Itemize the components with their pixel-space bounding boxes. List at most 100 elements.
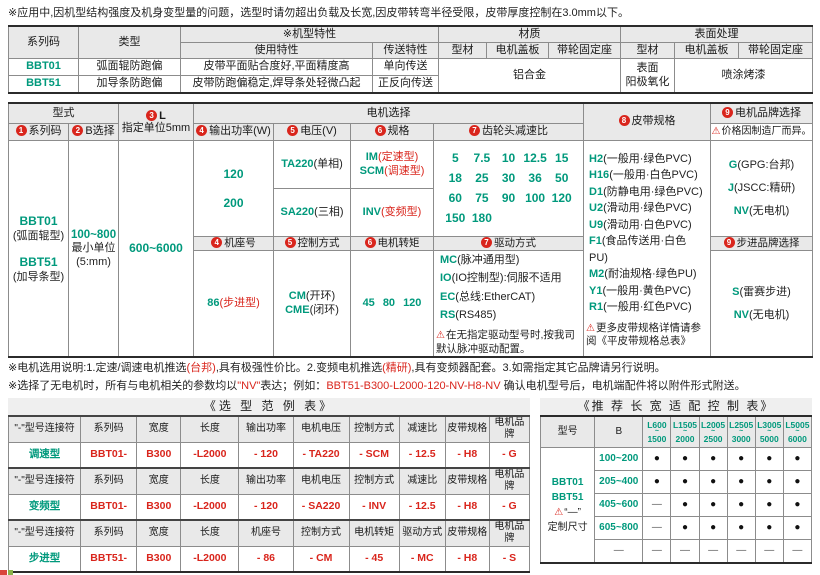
badge-8-icon: 8 — [618, 115, 630, 127]
motor-selection-note: ※电机选用说明:1.定速/调速电机推选(台邦),具有极强性价比。2.变频电机推选… — [8, 362, 666, 375]
no-motor-note: ※选择了无电机时，所有与电机相关的参数均以"NV"表达；例如：BBT51-B30… — [8, 380, 746, 392]
application-note: ※应用中,因机型结构强度及机身变型量的问题，选型时请勿超出负载及长宽,因皮带转弯… — [8, 7, 629, 19]
material-value: 铝合金 — [438, 58, 621, 94]
fit-block: 《推 荐 长 宽 适 配 控 制 表》 型号 B L600 ~1500 L1505… — [539, 397, 813, 573]
header-motor-brand: 9 电机品牌选择 — [710, 102, 813, 125]
example-value-row: 调速型 BBT01- B300 -L2000- 120- TA220- SCM - 12… — [7, 441, 531, 469]
stepper-brand-options: S(雷赛步进) NV(无电机) — [710, 250, 813, 358]
type-value: 加导条防跑偏 — [78, 75, 181, 94]
price-note: ⚠价格因制造厂而异。 — [710, 123, 813, 142]
fit-header-l2: L1505 ~2000 — [670, 415, 700, 448]
fit-row: — — — — — — — — [541, 538, 813, 564]
badge-5-icon: 5 — [287, 125, 299, 137]
col-header-surface: 表面处理 — [619, 25, 814, 44]
belt-option: F1(食品传送用·白色PU) — [589, 235, 687, 264]
header-voltage: 5 电压(V) — [273, 123, 351, 142]
badge-6-icon: 6 — [364, 237, 376, 249]
drive-mode-options: MC(脉冲通用型) IO(IO控制型):伺服不适用 EC(总线:EtherCAT) R… — [433, 250, 584, 358]
header-motor-select: 电机选择 — [193, 102, 584, 125]
example-header-row: "-"型号连接符 系列码 宽度 长度 输出功率 电机电压 控制方式 减速比 皮带规格 电机品牌 — [7, 414, 531, 443]
gear-ratio-options: 5 7.5 10 12.5 15 18 25 30 36 50 60 75 90 100 120 150 180 — [433, 140, 584, 238]
belt-option: H16(一般用·白色PVC) — [589, 169, 698, 182]
belt-option: U2(滑动用·绿色PVC) — [589, 202, 692, 215]
fit-row: 405~600 — ● ● ● ● ● — [541, 492, 813, 517]
belt-option: D1(防静电用·绿色PVC) — [589, 185, 703, 198]
fit-header-l6: L5005 ~6000 — [782, 415, 813, 448]
fit-table: 型号 B L600 ~1500 L1505 ~2000 L2005 ~2500 L25… — [539, 414, 813, 564]
catalog-page: ※应用中,因机型结构强度及机身变型量的问题，选型时请勿超出负载及长宽,因皮带转弯… — [0, 7, 814, 575]
voltage-option-three-phase: SA220(三相) — [273, 188, 351, 238]
badge-4-icon: 4 — [196, 125, 208, 137]
voltage-option-single-phase: TA220(单相) — [273, 140, 351, 190]
badge-2-icon: 2 — [72, 125, 84, 137]
example-header-row: "-"型号连接符 系列码 宽度 长度 输出功率 电机电压 控制方式 减速比 皮带规格 电机品牌 — [7, 466, 531, 495]
belt-option: H2(一般用·绿色PVC) — [589, 152, 692, 165]
use-feature-value: 皮带平面贴合度好,平面精度高 — [180, 58, 373, 77]
control-mode-options: CM(开环) CME(闭环) — [273, 250, 351, 358]
page-corner-artifact — [0, 557, 16, 575]
drive-option: RS(RS485) — [440, 308, 497, 321]
col-header-motor-cover: 电机盖板 — [486, 42, 549, 60]
col-header-pulley-seat: 带轮固定座 — [548, 42, 621, 60]
example-value-row: 变频型 BBT01- B300 -L2000- 120- SA220- INV - 12… — [7, 493, 531, 521]
badge-9-icon: 9 — [722, 106, 733, 118]
belt-option: Y1(一般用·黄色PVC) — [589, 284, 692, 297]
col-header-motor-cover-2: 电机盖板 — [674, 42, 739, 60]
belt-option: R1(一般用·红色PVC) — [589, 301, 692, 314]
fit-header-b: B — [594, 415, 644, 448]
example-table-title: 《选 型 范 例 表》 — [8, 397, 530, 415]
warning-icon: ⚠ — [586, 322, 595, 334]
example-value-row: 步进型 BBT51- B300 -L2000- 86- CM - 45- MC - H8-… — [7, 545, 531, 573]
transfer-value: 单向传送 — [372, 58, 439, 77]
belt-option: U9(滑动用·白色PVC) — [589, 218, 692, 231]
badge-7-icon: 7 — [481, 237, 492, 249]
fit-header-l5: L3005 ~5000 — [754, 415, 784, 448]
fit-header-model: 型号 — [539, 415, 596, 448]
surface-paint-value: 喷涂烤漆 — [673, 58, 814, 94]
output-power-options: 120 200 — [193, 140, 274, 238]
example-table: "-"型号连接符 系列码 宽度 长度 输出功率 电机电压 控制方式 减速比 皮带规格 电机品牌 调… — [7, 414, 531, 573]
header-gear-ratio: 7 齿轮头减速比 — [433, 123, 584, 142]
table-row: BBT51 加导条防跑偏 皮带防跑偏稳定,焊导条处轻微凸起 正反向传送 — [8, 75, 813, 94]
col-header-material: 材质 — [438, 25, 621, 44]
fit-model-cell: BBT01 BBT51 ⚠“—” 定制尺寸 — [539, 446, 596, 564]
col-header-type: 类型 — [78, 25, 181, 60]
series-options: BBT01 (弧面辊型) BBT51 (加导条型) — [8, 140, 69, 358]
fit-header-l4: L2505 ~3000 — [726, 415, 756, 448]
b-range: 100~800 最小单位 (5:mm) — [68, 140, 119, 358]
table-row: BBT01 弧面辊防跑偏 皮带平面贴合度好,平面精度高 单向传送 铝合金 表面 … — [8, 58, 814, 94]
warning-icon: ⚠ — [554, 506, 564, 518]
overview-table: 系列码 类型 ※机型特性 材质 表面处理 使用特性 传送特性 型材 电机盖板 带… — [8, 25, 814, 95]
badge-9-icon: 9 — [723, 237, 735, 249]
badge-3-icon: 3 — [146, 109, 158, 121]
header-frame-size: 4 机座号 — [193, 236, 274, 252]
header-model-form: 型式 — [8, 102, 119, 125]
header-output-power: 4 输出功率(W) — [193, 123, 274, 142]
belt-spec-options: H2(一般用·绿色PVC) H16(一般用·白色PVC) D1(防静电用·绿色PVC… — [583, 140, 711, 358]
header-stepper-brand: 9 步进品牌选择 — [710, 236, 813, 252]
col-header-use-feature: 使用特性 — [180, 42, 373, 60]
belt-note: ⚠更多皮带规格详情请参阅《平皮带规格总表》 — [586, 321, 701, 348]
header-series-code: 1 系列码 — [8, 123, 69, 142]
use-feature-value: 皮带防跑偏稳定,焊导条处轻微凸起 — [180, 75, 373, 94]
brand-option: G(GPG:台邦) — [728, 159, 795, 172]
warning-icon: ⚠ — [436, 329, 445, 341]
series-code: BBT51 — [8, 75, 79, 94]
stepper-brand-option: NV(无电机) — [733, 308, 790, 321]
brand-option: J(JSCC:精研) — [727, 182, 796, 195]
header-control-mode: 5 控制方式 — [273, 236, 351, 252]
stepper-brand-option: S(雷赛步进) — [732, 285, 791, 298]
col-header-pulley-seat-2: 带轮固定座 — [737, 42, 814, 60]
col-header-transfer-feature: 传送特性 — [372, 42, 439, 60]
l-range: 600~6000 — [118, 140, 194, 358]
fit-header-l1: L600 ~1500 — [642, 415, 672, 448]
bottom-section: 《选 型 范 例 表》 "-"型号连接符 系列码 宽度 长度 输出功率 电机电压 控制方式减… — [7, 397, 813, 573]
frame-size-option: 86(步进型) — [193, 250, 274, 358]
col-header-profile: 型材 — [438, 42, 487, 60]
drive-option: EC(总线:EtherCAT) — [440, 290, 536, 303]
fit-row: BBT01 BBT51 ⚠“—” 定制尺寸 100~200 ● ● ● ● ● ● — [539, 446, 813, 564]
header-motor-torque: 6 电机转矩 — [350, 236, 434, 252]
belt-option: M2(耐油规格·绿色PU) — [589, 268, 697, 281]
col-header-feature: ※机型特性 — [180, 25, 439, 44]
